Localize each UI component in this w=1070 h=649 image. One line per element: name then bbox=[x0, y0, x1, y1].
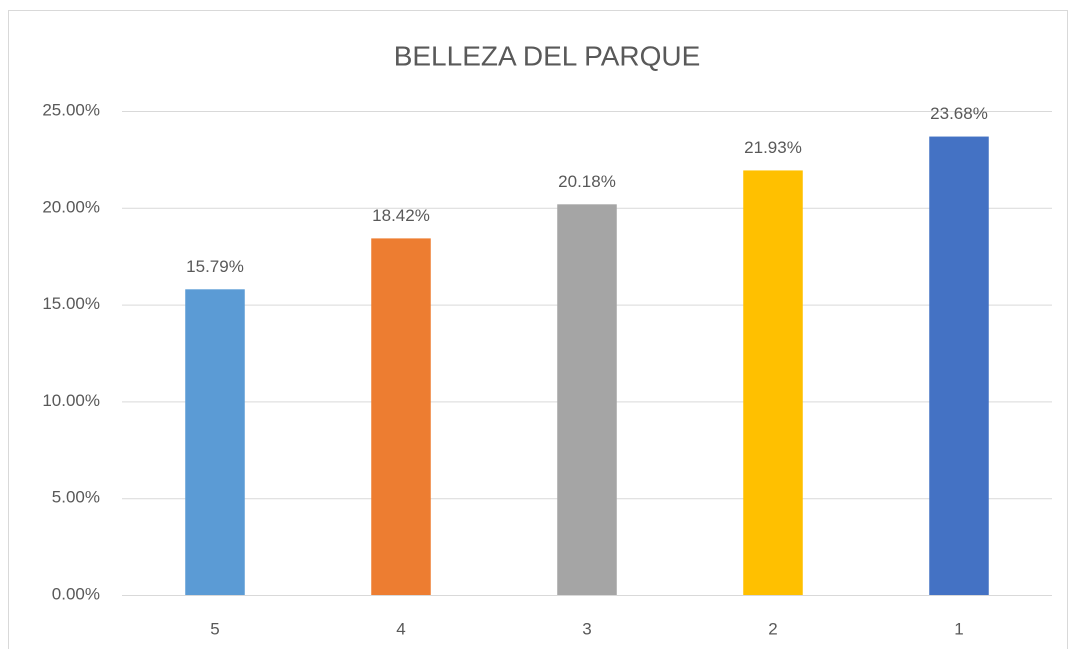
x-tick-label: 1 bbox=[954, 619, 963, 638]
chart-title: BELLEZA DEL PARQUE bbox=[394, 40, 701, 71]
data-label: 23.68% bbox=[930, 104, 988, 123]
bar bbox=[929, 136, 989, 595]
data-label: 20.18% bbox=[558, 172, 616, 191]
x-tick-label: 3 bbox=[582, 619, 591, 638]
x-tick-label: 4 bbox=[396, 619, 405, 638]
y-tick-label: 20.00% bbox=[42, 197, 100, 216]
data-label: 18.42% bbox=[372, 206, 430, 225]
x-tick-label: 5 bbox=[210, 619, 219, 638]
bar bbox=[557, 204, 617, 596]
x-tick-label: 2 bbox=[768, 619, 777, 638]
y-tick-label: 5.00% bbox=[52, 488, 100, 507]
data-label: 15.79% bbox=[186, 257, 244, 276]
y-tick-label: 25.00% bbox=[42, 100, 100, 119]
y-tick-label: 15.00% bbox=[42, 294, 100, 313]
bar bbox=[743, 170, 803, 596]
chart-frame bbox=[8, 10, 1068, 649]
data-label: 21.93% bbox=[744, 138, 802, 157]
y-tick-label: 10.00% bbox=[42, 391, 100, 410]
y-tick-label: 0.00% bbox=[52, 584, 100, 603]
bar bbox=[371, 238, 431, 595]
bar bbox=[185, 289, 245, 595]
